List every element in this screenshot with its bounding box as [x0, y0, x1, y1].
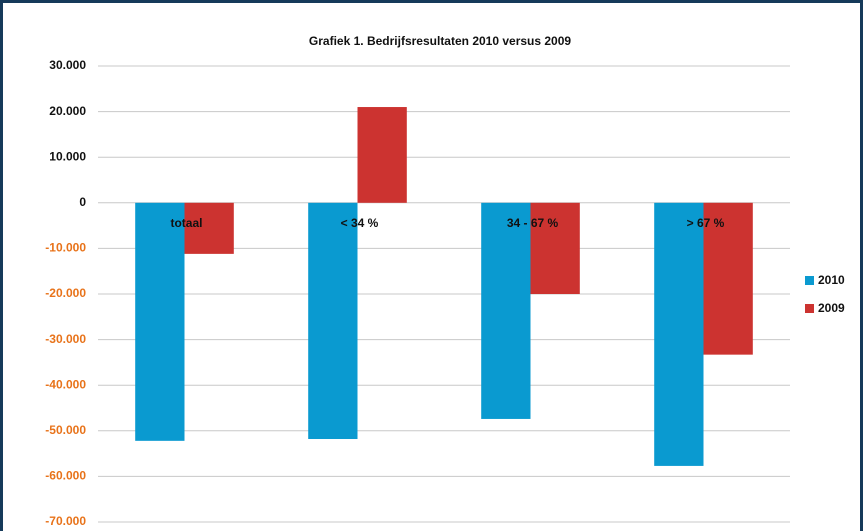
legend-label: 2010: [818, 273, 845, 287]
y-tick-label: -40.000: [45, 377, 86, 391]
bar: [357, 107, 407, 203]
y-tick-label: -10.000: [45, 241, 86, 255]
chart-title: Grafiek 1. Bedrijfsresultaten 2010 versu…: [309, 34, 571, 48]
x-tick-label: totaal: [170, 216, 202, 230]
bar: [530, 202, 580, 294]
x-tick-label: 34 - 67 %: [507, 216, 559, 230]
y-tick-label: -60.000: [45, 469, 86, 483]
y-tick-label: -30.000: [45, 332, 86, 346]
bar: [703, 202, 753, 355]
legend-swatch: [805, 304, 814, 313]
x-tick-label: > 67 %: [687, 216, 725, 230]
legend-swatch: [805, 276, 814, 285]
y-tick-label: 20.000: [49, 104, 86, 118]
y-tick-label: 30.000: [49, 58, 86, 72]
bar: [481, 202, 531, 419]
bar: [135, 202, 185, 441]
y-tick-label: -70.000: [45, 514, 86, 528]
bar: [184, 202, 234, 254]
bar: [308, 202, 358, 440]
y-tick-label: 10.000: [49, 149, 86, 163]
bar: [654, 202, 704, 466]
y-tick-label: 0: [79, 195, 86, 209]
y-tick-label: -50.000: [45, 423, 86, 437]
x-tick-label: < 34 %: [341, 216, 379, 230]
y-tick-label: -20.000: [45, 286, 86, 300]
legend-label: 2009: [818, 301, 845, 315]
